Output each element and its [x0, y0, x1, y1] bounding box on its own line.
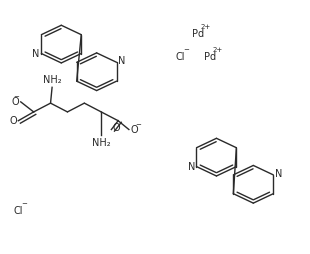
Text: NH₂: NH₂	[43, 75, 61, 85]
Text: NH₂: NH₂	[92, 138, 111, 148]
Text: N: N	[188, 162, 195, 171]
Text: O: O	[131, 124, 138, 135]
Text: N: N	[275, 169, 282, 179]
Text: 2+: 2+	[201, 24, 211, 30]
Text: O: O	[11, 97, 19, 107]
Text: −: −	[183, 47, 189, 53]
Text: 2+: 2+	[213, 47, 223, 53]
Text: Pd: Pd	[204, 52, 216, 62]
Text: −: −	[135, 122, 141, 128]
Text: O: O	[9, 116, 17, 126]
Text: N: N	[33, 49, 40, 58]
Text: −: −	[21, 201, 27, 208]
Text: Cl: Cl	[176, 52, 185, 62]
Text: N: N	[118, 56, 126, 66]
Text: −: −	[13, 94, 19, 100]
Text: Pd: Pd	[192, 29, 204, 39]
Text: O: O	[113, 123, 121, 133]
Text: Cl: Cl	[14, 206, 23, 216]
